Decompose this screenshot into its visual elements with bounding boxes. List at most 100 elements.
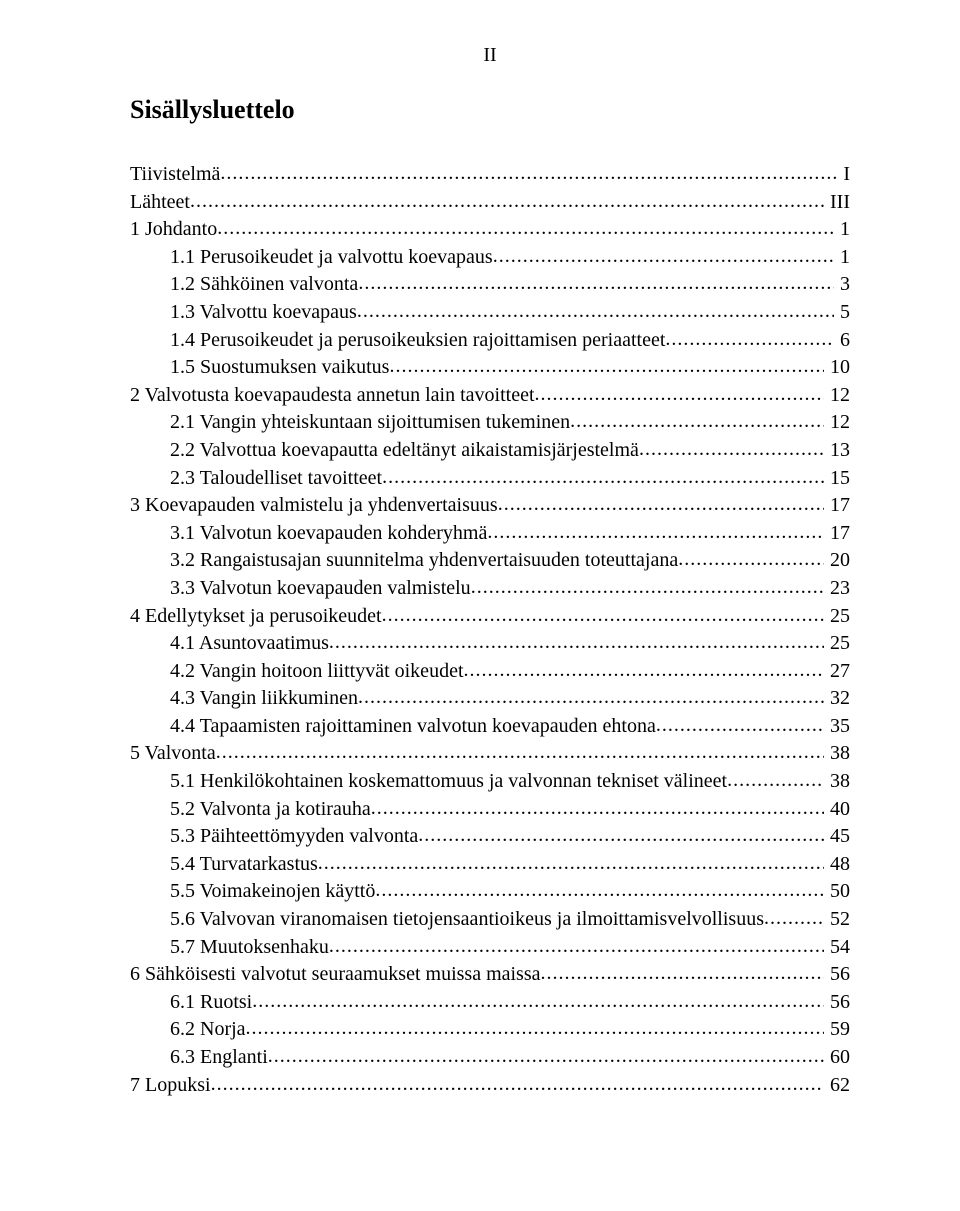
toc-entry-page: 35	[824, 713, 850, 741]
toc-leader	[382, 603, 824, 631]
toc-leader	[389, 354, 824, 382]
toc-entry-label: 3 Koevapauden valmistelu ja yhdenvertais…	[130, 492, 498, 520]
toc-entry-page: 1	[834, 216, 850, 244]
toc-entry: 5.5 Voimakeinojen käyttö 50	[130, 878, 850, 906]
toc-entry: 4.3 Vangin liikkuminen 32	[130, 685, 850, 713]
toc-entry-label: 5.2 Valvonta ja kotirauha	[130, 796, 371, 824]
toc-entry-page: 45	[824, 823, 850, 851]
toc-entry-page: 13	[824, 437, 850, 465]
toc-entry-label: 5.1 Henkilökohtainen koskemattomuus ja v…	[130, 768, 727, 796]
toc-leader	[216, 740, 824, 768]
toc-leader	[678, 547, 824, 575]
toc-entry: 3.3 Valvotun koevapauden valmistelu 23	[130, 575, 850, 603]
toc-entry-page: 12	[824, 409, 850, 437]
toc-entry-label: 1.4 Perusoikeudet ja perusoikeuksien raj…	[130, 327, 665, 355]
toc-leader	[375, 878, 824, 906]
toc-entry: 4 Edellytykset ja perusoikeudet25	[130, 603, 850, 631]
toc-entry-page: 5	[834, 299, 850, 327]
toc-entry-page: 60	[824, 1044, 850, 1072]
toc-entry: 1.5 Suostumuksen vaikutus 10	[130, 354, 850, 382]
toc-entry: 4.2 Vangin hoitoon liittyvät oikeudet27	[130, 658, 850, 686]
toc-entry-label: 4.1 Asuntovaatimus	[130, 630, 329, 658]
toc-leader	[211, 1072, 824, 1100]
toc-entry-label: 1.5 Suostumuksen vaikutus	[130, 354, 389, 382]
toc-entry-page: 59	[824, 1016, 850, 1044]
toc-entry-label: 6 Sähköisesti valvotut seuraamukset muis…	[130, 961, 541, 989]
toc-entry: 4.1 Asuntovaatimus 25	[130, 630, 850, 658]
toc-entry-page: 25	[824, 630, 850, 658]
toc-entry: 5.6 Valvovan viranomaisen tietojensaanti…	[130, 906, 850, 934]
toc-entry-page: 32	[824, 685, 850, 713]
toc-leader	[493, 244, 834, 272]
toc-entry-page: III	[824, 189, 850, 217]
page: II Sisällysluettelo TiivistelmäILähteetI…	[0, 0, 960, 1211]
toc-entry-label: 5.5 Voimakeinojen käyttö	[130, 878, 375, 906]
toc-entry: 1.1 Perusoikeudet ja valvottu koevapaus 1	[130, 244, 850, 272]
toc-entry: 3 Koevapauden valmistelu ja yhdenvertais…	[130, 492, 850, 520]
toc-entry-page: 23	[824, 575, 850, 603]
toc-entry-label: 2.2 Valvottua koevapautta edeltänyt aika…	[130, 437, 639, 465]
toc-leader	[727, 768, 824, 796]
table-of-contents: TiivistelmäILähteetIII1 Johdanto11.1 Per…	[130, 161, 850, 1099]
toc-entry-page: 40	[824, 796, 850, 824]
toc-leader	[217, 216, 834, 244]
toc-entry-label: 1.3 Valvottu koevapaus	[130, 299, 357, 327]
toc-entry-page: 17	[824, 520, 850, 548]
toc-entry-page: 48	[824, 851, 850, 879]
toc-entry-page: 54	[824, 934, 850, 962]
toc-entry-page: 15	[824, 465, 850, 493]
toc-leader	[358, 271, 834, 299]
toc-entry-label: 3.1 Valvotun koevapauden kohderyhmä	[130, 520, 487, 548]
toc-entry-label: 1.1 Perusoikeudet ja valvottu koevapaus	[130, 244, 493, 272]
toc-entry: 6.2 Norja 59	[130, 1016, 850, 1044]
toc-entry-label: 6.2 Norja	[130, 1016, 246, 1044]
toc-entry-page: 38	[824, 740, 850, 768]
toc-entry-label: 2.3 Taloudelliset tavoitteet	[130, 465, 382, 493]
toc-entry: 1.4 Perusoikeudet ja perusoikeuksien raj…	[130, 327, 850, 355]
toc-entry: 5.4 Turvatarkastus48	[130, 851, 850, 879]
toc-entry-label: 3.3 Valvotun koevapauden valmistelu	[130, 575, 471, 603]
toc-entry-label: 1.2 Sähköinen valvonta	[130, 271, 358, 299]
toc-entry-label: 4.3 Vangin liikkuminen	[130, 685, 358, 713]
toc-leader	[329, 630, 824, 658]
page-numeral: II	[130, 44, 850, 67]
toc-entry: 2.3 Taloudelliset tavoitteet 15	[130, 465, 850, 493]
toc-entry-page: 52	[824, 906, 850, 934]
toc-leader	[541, 961, 825, 989]
toc-entry: 1.3 Valvottu koevapaus 5	[130, 299, 850, 327]
toc-entry-page: 10	[824, 354, 850, 382]
toc-entry-label: 2 Valvotusta koevapaudesta annetun lain …	[130, 382, 535, 410]
toc-entry-label: 5.3 Päihteettömyyden valvonta	[130, 823, 418, 851]
toc-entry: TiivistelmäI	[130, 161, 850, 189]
toc-entry: 4.4 Tapaamisten rajoittaminen valvotun k…	[130, 713, 850, 741]
toc-entry-page: 6	[834, 327, 850, 355]
toc-entry: 5.3 Päihteettömyyden valvonta 45	[130, 823, 850, 851]
document-title: Sisällysluettelo	[130, 95, 850, 125]
toc-leader	[268, 1044, 824, 1072]
toc-entry: 5 Valvonta38	[130, 740, 850, 768]
toc-entry-label: 4.4 Tapaamisten rajoittaminen valvotun k…	[130, 713, 656, 741]
toc-entry-page: 25	[824, 603, 850, 631]
toc-leader	[357, 299, 834, 327]
toc-leader	[371, 796, 824, 824]
toc-entry: 5.2 Valvonta ja kotirauha 40	[130, 796, 850, 824]
toc-entry-page: 3	[834, 271, 850, 299]
toc-entry-page: 50	[824, 878, 850, 906]
toc-entry: 5.7 Muutoksenhaku54	[130, 934, 850, 962]
toc-entry-page: 38	[824, 768, 850, 796]
toc-entry: 2.2 Valvottua koevapautta edeltänyt aika…	[130, 437, 850, 465]
toc-leader	[358, 685, 824, 713]
toc-leader	[487, 520, 824, 548]
toc-entry-page: 17	[824, 492, 850, 520]
toc-entry-label: 1 Johdanto	[130, 216, 217, 244]
toc-entry-page: 1	[834, 244, 850, 272]
toc-entry: 3.1 Valvotun koevapauden kohderyhmä 17	[130, 520, 850, 548]
toc-leader	[190, 189, 824, 217]
toc-entry-label: 6.1 Ruotsi	[130, 989, 252, 1017]
toc-entry-label: 6.3 Englanti	[130, 1044, 268, 1072]
toc-entry: 2 Valvotusta koevapaudesta annetun lain …	[130, 382, 850, 410]
toc-entry: 2.1 Vangin yhteiskuntaan sijoittumisen t…	[130, 409, 850, 437]
toc-leader	[252, 989, 824, 1017]
toc-entry-page: 62	[824, 1072, 850, 1100]
toc-entry-page: 20	[824, 547, 850, 575]
